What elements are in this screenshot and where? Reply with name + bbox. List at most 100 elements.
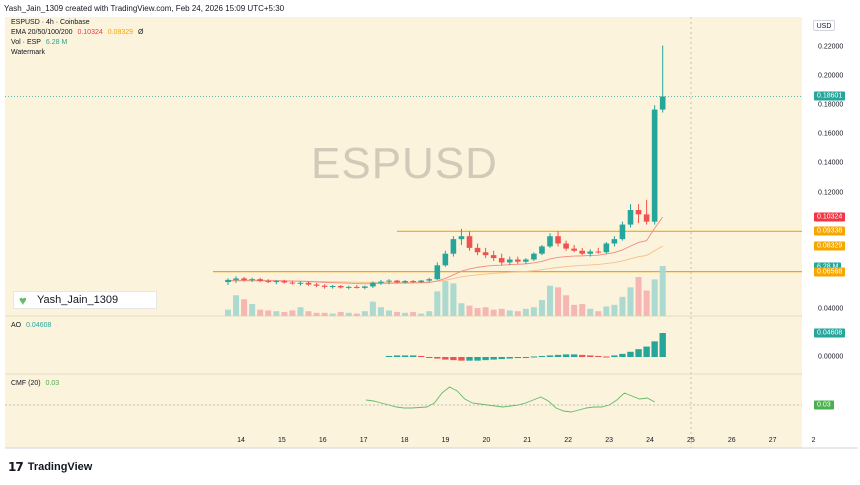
volume-bar: [273, 311, 280, 316]
candle-body: [305, 282, 312, 285]
ao-bar: [401, 355, 409, 357]
candle-body: [643, 214, 650, 222]
candle-body: [627, 210, 634, 225]
cmf-value: 0.03: [45, 380, 60, 387]
ao-label: AO: [11, 322, 22, 329]
ao-bar: [418, 355, 425, 357]
volume-bar: [458, 303, 465, 316]
ao-bar: [522, 357, 530, 358]
candle-body: [321, 285, 328, 287]
time-axis-label: 15: [277, 437, 286, 444]
legend-ao[interactable]: AO 0.04608: [11, 322, 54, 329]
ao-bar: [579, 354, 586, 357]
candle-body: [547, 236, 553, 247]
volume-bar: [627, 287, 634, 316]
candle-body: [362, 286, 368, 288]
candle-body: [611, 239, 618, 244]
price-scale-label: 0.04000: [818, 305, 844, 313]
ao-bar: [595, 355, 602, 357]
volume-bar: [587, 308, 594, 316]
candle-body: [482, 252, 489, 256]
legend-title: ESPUSD · 4h · Coinbase: [11, 19, 90, 26]
volume-bar: [595, 311, 602, 316]
volume-bar: [402, 312, 409, 316]
ao-bar: [474, 357, 481, 361]
volume-bar: [225, 309, 231, 316]
volume-bar: [619, 296, 626, 316]
candle-body: [603, 243, 610, 253]
candle-body: [233, 278, 239, 280]
tradingview-logo-icon: 17: [8, 460, 24, 474]
volume-bar: [522, 308, 529, 316]
price-scale-label: 0.18000: [818, 101, 844, 109]
price-tag: 0.08329: [814, 241, 846, 251]
symbol-watermark: ESPUSD: [311, 139, 498, 188]
candle-body: [345, 286, 352, 288]
volume-bar: [305, 311, 312, 316]
ao-bar: [562, 354, 570, 357]
legend-watermark[interactable]: Watermark: [11, 49, 45, 56]
candle-body: [297, 282, 304, 284]
candle-body: [450, 239, 457, 254]
candle-body: [289, 282, 296, 284]
volume-bar: [394, 312, 401, 316]
ema-label: EMA 20/50/100/200: [11, 29, 73, 36]
ao-bar: [490, 357, 497, 360]
candle-body: [370, 282, 376, 287]
legend-ema[interactable]: EMA 20/50/100/200 0.10324 0.08329 Ø: [11, 29, 146, 36]
volume-bar: [659, 266, 666, 316]
price-tag: 6.28 M: [814, 262, 842, 272]
candle-body: [619, 224, 626, 240]
chart-pane[interactable]: [5, 17, 802, 448]
currency-button[interactable]: USD: [813, 20, 835, 31]
legend-volume[interactable]: Vol · ESP 6.28 M: [11, 39, 70, 46]
candle-body: [394, 280, 400, 283]
tradingview-brand[interactable]: 17 TradingView: [8, 458, 92, 476]
ao-bar: [466, 357, 473, 361]
candle-body: [498, 258, 505, 263]
legend-cmf[interactable]: CMF (20) 0.03: [11, 380, 62, 387]
volume-bar: [571, 304, 578, 316]
volume-bar: [241, 299, 248, 316]
volume-bar: [281, 312, 288, 316]
volume-bar: [345, 312, 352, 316]
vol-value: 6.28 M: [45, 39, 68, 46]
ema-value-3: Ø: [137, 29, 144, 36]
cmf-label: CMF (20): [11, 380, 41, 387]
candle-body: [555, 236, 561, 244]
candle-body: [635, 210, 642, 215]
candle-body: [458, 236, 465, 240]
ao-bar: [635, 349, 642, 357]
ao-bar: [611, 355, 618, 357]
volume-bar: [498, 308, 505, 316]
chart-credit: Yash_Jain_1309 created with TradingView.…: [4, 4, 285, 13]
volume-bar: [442, 280, 449, 316]
volume-bar: [434, 291, 441, 316]
ao-bar: [627, 351, 634, 357]
candle-body: [434, 265, 441, 280]
ao-bar: [385, 355, 393, 357]
price-tag: 0.06568: [814, 267, 846, 277]
brand-name: TradingView: [27, 461, 93, 473]
price-scale-label: 0.12000: [818, 189, 844, 197]
ao-bar: [554, 354, 562, 357]
volume-bar: [361, 311, 368, 316]
price-scale-label: 0.22000: [818, 43, 844, 51]
volume-bar: [482, 307, 489, 316]
candle-body: [386, 280, 392, 282]
candle-body: [523, 259, 529, 262]
price-tag: 0.18601: [814, 91, 846, 101]
candle-body: [539, 246, 545, 254]
volume-bar: [257, 309, 264, 316]
candle-body: [281, 281, 288, 283]
ao-bar: [651, 341, 658, 357]
candle-body: [474, 247, 481, 253]
volume-bar: [418, 313, 425, 316]
ao-bar: [587, 355, 594, 357]
ao-bar: [498, 357, 505, 360]
price-tag: 0.10324: [814, 212, 846, 222]
volume-bar: [563, 295, 570, 316]
time-axis-label: 21: [523, 437, 532, 444]
volume-bar: [329, 313, 336, 316]
